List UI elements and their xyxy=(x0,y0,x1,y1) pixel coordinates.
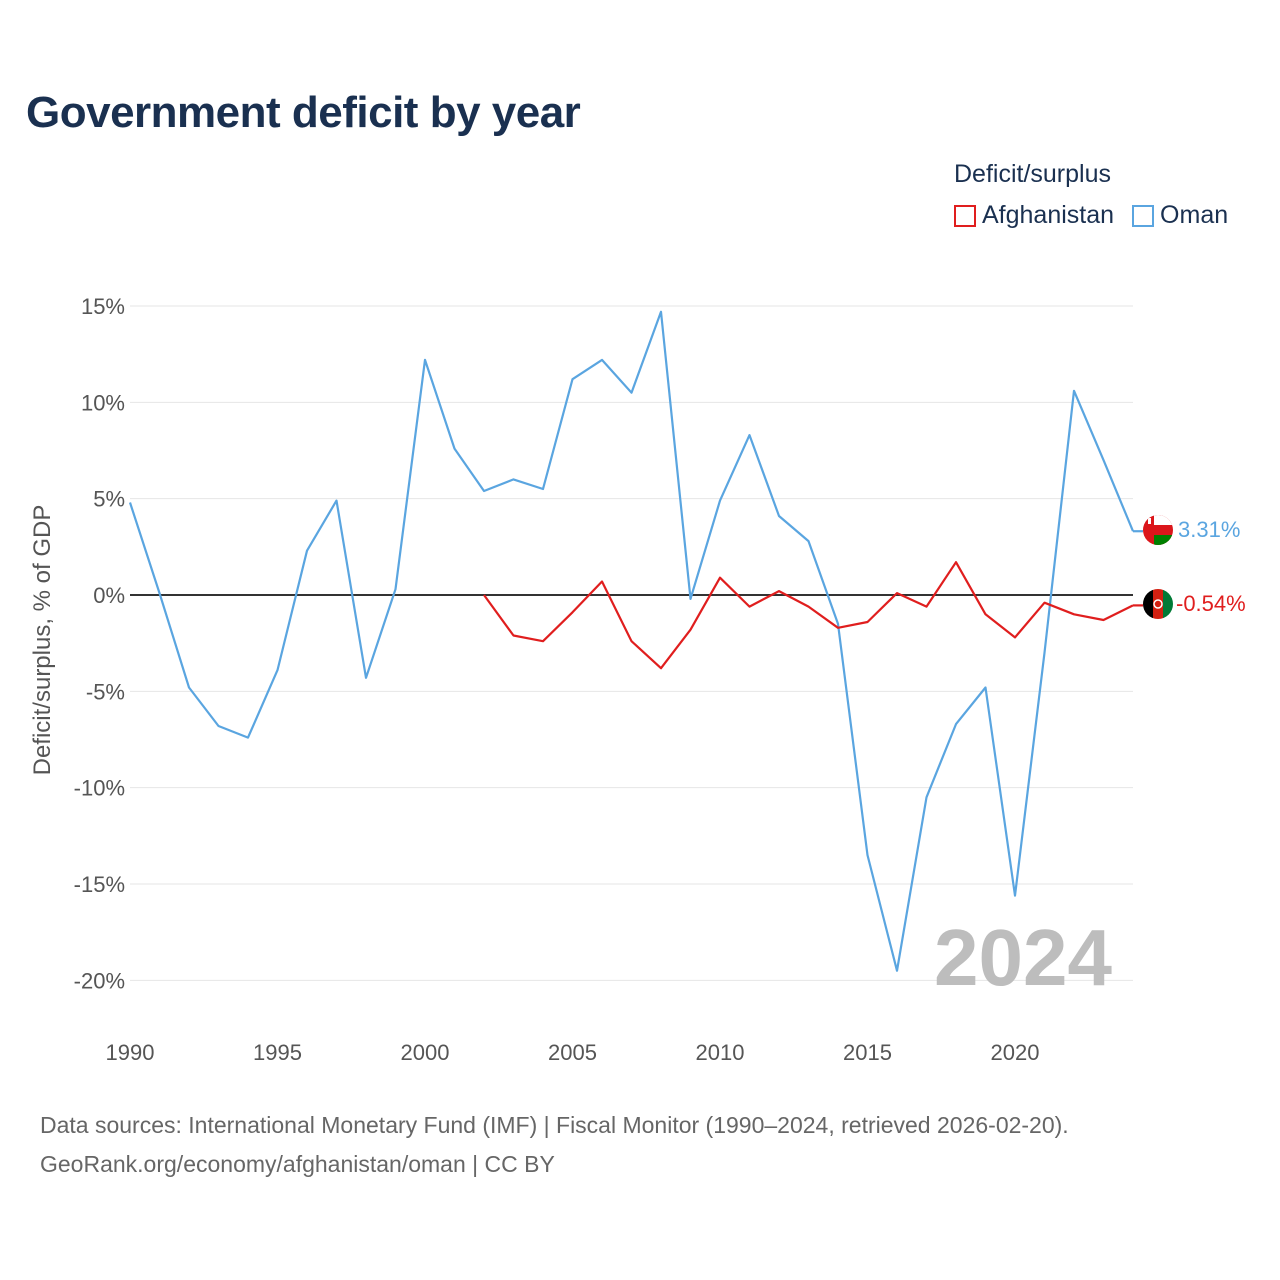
x-tick-label: 2015 xyxy=(843,1040,892,1065)
series-line-oman xyxy=(128,310,1135,972)
grid-lines xyxy=(130,305,1133,981)
legend-item-oman[interactable]: Oman xyxy=(1132,201,1228,230)
line-chart: 15% 10% 5% 0% -5% -10% -15% -20% 1990 1995 2000 20… xyxy=(29,294,1246,1065)
y-tick-label: -15% xyxy=(74,872,125,897)
end-markers xyxy=(1143,515,1173,619)
legend: Deficit/surplus Afghanistan Oman xyxy=(954,160,1228,230)
source-line: Data sources: International Monetary Fun… xyxy=(40,1112,1069,1138)
legend-label-oman: Oman xyxy=(1160,201,1229,229)
legend-swatch-oman xyxy=(1132,204,1155,227)
afghanistan-flag-icon xyxy=(1143,589,1173,619)
legend-item-afghanistan[interactable]: Afghanistan xyxy=(954,201,1114,230)
x-tick-label: 1990 xyxy=(106,1040,155,1065)
x-tick-label: 1995 xyxy=(253,1040,302,1065)
end-label-oman: 3.31% xyxy=(1178,517,1240,542)
y-tick-label: 10% xyxy=(81,390,125,415)
series-lines xyxy=(128,310,1143,972)
y-axis-title: Deficit/surplus, % of GDP xyxy=(29,505,56,776)
chart-title: Government deficit by year xyxy=(26,88,581,137)
y-tick-label: -10% xyxy=(74,776,125,801)
oman-flag-icon xyxy=(1143,515,1173,545)
legend-title: Deficit/surplus xyxy=(954,160,1111,188)
legend-label-afghanistan: Afghanistan xyxy=(982,201,1115,229)
x-tick-label: 2020 xyxy=(991,1040,1040,1065)
y-tick-label: 5% xyxy=(93,487,125,512)
legend-swatch-afghanistan xyxy=(954,204,976,227)
data-sources: Data sources: International Monetary Fun… xyxy=(40,1106,1069,1184)
y-tick-label: 15% xyxy=(81,294,125,319)
year-watermark: 2024 xyxy=(934,913,1112,1002)
y-tick-label: -5% xyxy=(86,679,125,704)
x-tick-label: 2005 xyxy=(548,1040,597,1065)
y-tick-label: -20% xyxy=(74,968,125,993)
y-tick-label: 0% xyxy=(93,583,125,608)
y-axis-ticks: 15% 10% 5% 0% -5% -10% -15% -20% xyxy=(74,294,125,993)
x-tick-label: 2000 xyxy=(401,1040,450,1065)
series-line-afghanistan xyxy=(483,561,1134,670)
end-label-afghanistan: -0.54% xyxy=(1176,591,1246,616)
x-axis-ticks: 1990 1995 2000 2005 2010 2015 2020 xyxy=(106,1040,1040,1065)
x-tick-label: 2010 xyxy=(696,1040,745,1065)
source-link[interactable]: GeoRank.org/economy/afghanistan/oman | C… xyxy=(40,1151,555,1177)
